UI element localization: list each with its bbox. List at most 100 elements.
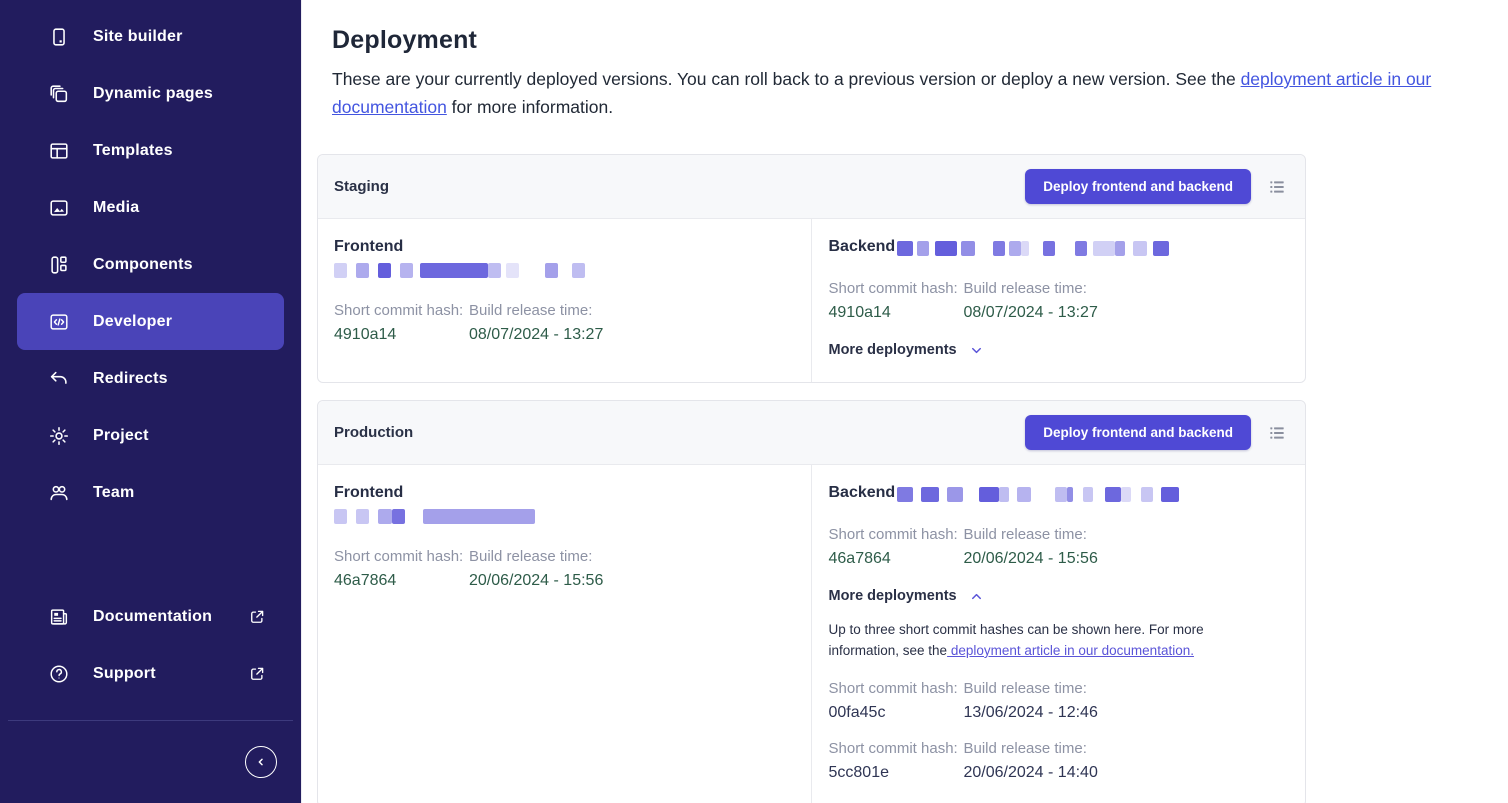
production-backend-details: Short commit hash: Build release time: 4… [829,526,1290,568]
production-frontend-details: Short commit hash: Build release time: 4… [334,548,795,590]
deployment-article-link[interactable]: deployment article in our documentation [332,69,1432,117]
commit-hash-value: 5cc801e [828,763,890,781]
sidebar-item-media[interactable]: Media [17,179,284,236]
sidebar-item-redirects[interactable]: Redirects [17,350,284,407]
sidebar-item-label: Developer [93,312,173,330]
production-card-header: Production Deploy frontend and backend [318,401,1305,465]
chevron-down-icon [969,343,984,358]
deployment-article-link-expanded[interactable]: deployment article in our documentation. [947,642,1194,658]
time-label: Build release time: [963,526,1087,543]
list-icon [1267,177,1287,197]
time-label: Build release time: [963,739,1087,757]
sidebar-item-label: Components [93,255,193,273]
production-more-deployments-toggle[interactable]: More deployments [829,588,984,604]
site-builder-icon [47,25,71,49]
sidebar: Site builder Dynamic pages Templates Med… [0,0,301,803]
release-time-value: 20/06/2024 - 15:56 [469,572,604,589]
production-deploy-options-button[interactable] [1265,421,1289,445]
production-header-actions: Deploy frontend and backend [1025,415,1289,450]
templates-icon [47,139,71,163]
staging-frontend-section: Frontend Short commit hash: Build releas… [318,219,811,382]
sidebar-item-label: Dynamic pages [93,84,213,102]
more-deployments-info: Up to three short commit hashes can be s… [829,620,1275,662]
hash-label: Short commit hash: [334,548,464,565]
sidebar-collapse-button[interactable] [245,746,277,778]
team-icon [47,481,71,505]
staging-backend-details: Short commit hash: Build release time: 4… [829,280,1290,322]
sidebar-item-label: Project [93,426,149,444]
staging-deploy-options-button[interactable] [1265,175,1289,199]
redacted-commit-message [897,486,1180,502]
production-card: Production Deploy frontend and backend F… [317,400,1306,803]
external-link-icon [248,607,268,627]
developer-icon [47,310,71,334]
main-content: Deployment These are your currently depl… [301,0,1508,803]
sidebar-item-label: Redirects [93,369,168,387]
sidebar-item-label: Documentation [93,607,213,625]
dynamic-pages-icon [47,82,71,106]
time-label: Build release time: [469,302,593,319]
sidebar-item-support[interactable]: Support [17,645,284,702]
page-title: Deployment [332,26,478,54]
production-card-body: Frontend Short commit hash: Build releas… [318,465,1305,803]
sidebar-item-documentation[interactable]: Documentation [17,588,284,645]
release-time-value: 20/06/2024 - 14:40 [963,763,1098,781]
time-label: Build release time: [963,679,1087,697]
sidebar-item-site-builder[interactable]: Site builder [17,8,284,65]
staging-card-header: Staging Deploy frontend and backend [318,155,1305,219]
redirects-icon [47,367,71,391]
release-time-value: 13/06/2024 - 12:46 [963,703,1098,721]
card-title: Staging [334,178,389,195]
production-deploy-button[interactable]: Deploy frontend and backend [1025,415,1251,450]
description-text: These are your currently deployed versio… [332,69,1241,89]
description-text: for more information. [446,97,614,117]
sidebar-collapse-row [0,721,301,803]
sidebar-item-developer[interactable]: Developer [17,293,284,350]
chevron-up-icon [969,589,984,604]
deployment-cards: Staging Deploy frontend and backend Fron… [317,154,1306,803]
production-backend-section: Backend Short commit hash: Build release… [810,465,1306,803]
release-time-value: 20/06/2024 - 15:56 [963,550,1098,567]
sidebar-item-components[interactable]: Components [17,236,284,293]
backend-heading: Backend [828,484,896,501]
components-icon [47,253,71,277]
redacted-commit-message [334,262,795,278]
staging-header-actions: Deploy frontend and backend [1025,169,1289,204]
staging-card: Staging Deploy frontend and backend Fron… [317,154,1306,383]
staging-deploy-button[interactable]: Deploy frontend and backend [1025,169,1251,204]
sidebar-nav: Site builder Dynamic pages Templates Med… [0,8,301,521]
time-label: Build release time: [469,548,593,565]
staging-card-body: Frontend Short commit hash: Build releas… [318,219,1305,382]
hash-label: Short commit hash: [828,679,958,697]
redacted-commit-message [897,240,1170,256]
sidebar-item-label: Support [93,664,156,682]
production-frontend-section: Frontend Short commit hash: Build releas… [318,465,811,803]
staging-backend-section: Backend Short commit hash: Build release… [810,219,1306,382]
hash-label: Short commit hash: [828,280,958,297]
commit-hash-value: 4910a14 [334,326,397,343]
sidebar-divider [8,720,293,721]
sidebar-item-project[interactable]: Project [17,407,284,464]
more-deployments-label: More deployments [828,342,957,358]
sidebar-item-dynamic-pages[interactable]: Dynamic pages [17,65,284,122]
commit-hash-value: 00fa45c [828,703,886,721]
commit-hash-value: 4910a14 [828,304,891,321]
staging-frontend-details: Short commit hash: Build release time: 4… [334,302,795,344]
card-title: Production [334,424,414,441]
sidebar-item-templates[interactable]: Templates [17,122,284,179]
sidebar-item-label: Site builder [93,27,183,45]
media-icon [47,196,71,220]
commit-hash-value: 46a7864 [334,572,397,589]
list-icon [1267,423,1287,443]
backend-heading: Backend [828,238,896,255]
frontend-heading: Frontend [334,238,404,255]
sidebar-spacer [0,521,301,588]
sidebar-item-team[interactable]: Team [17,464,284,521]
frontend-heading: Frontend [334,484,404,501]
staging-more-deployments-toggle[interactable]: More deployments [829,342,984,358]
external-link-icon [248,664,268,684]
project-icon [47,424,71,448]
documentation-icon [47,605,71,629]
page-header: Deployment These are your currently depl… [332,26,1464,121]
